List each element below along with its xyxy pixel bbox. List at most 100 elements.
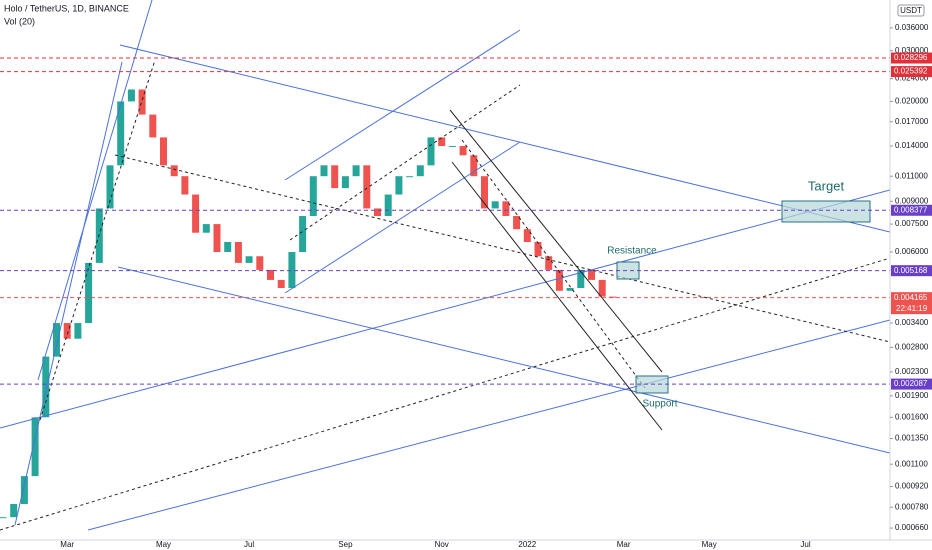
y-tick-label: 0.000920	[895, 482, 929, 491]
dashed-line	[39, 59, 156, 421]
price-label-box	[891, 292, 932, 315]
trend-line	[119, 44, 891, 233]
trend-line	[451, 161, 663, 431]
chart-title: Holo / TetherUS, 1D, BINANCE	[4, 3, 129, 13]
x-tick-label: Mar	[617, 540, 631, 549]
trend-line	[14, 61, 123, 526]
y-tick-label: 0.003400	[895, 318, 929, 327]
candle	[277, 279, 285, 288]
candle	[395, 176, 403, 195]
price-label: 0.002087	[894, 379, 928, 388]
y-tick-label: 0.002800	[895, 342, 929, 351]
countdown: 22:41:19	[896, 304, 928, 313]
candle	[513, 216, 521, 230]
candle	[181, 176, 189, 195]
candle	[555, 269, 563, 291]
candle	[427, 137, 435, 166]
candle	[10, 504, 18, 518]
candle	[53, 323, 60, 357]
candle	[320, 165, 328, 177]
price-label: 0.008377	[894, 205, 928, 214]
candle	[577, 269, 585, 288]
trend-line	[37, 0, 153, 381]
annotation: Target	[808, 178, 845, 193]
candle	[42, 356, 50, 418]
y-tick-label: 0.009000	[895, 196, 929, 205]
candle	[288, 252, 296, 288]
candle	[127, 89, 135, 102]
candle	[256, 256, 264, 270]
candle	[523, 229, 531, 242]
price-label-box	[891, 66, 932, 78]
candle	[331, 165, 339, 189]
x-tick-label: Sep	[338, 540, 353, 549]
dashed-line	[0, 257, 891, 531]
candle	[106, 165, 114, 209]
price-label: 0.005168	[894, 266, 928, 275]
annotation: Resistance	[607, 246, 657, 257]
y-tick-label: 0.001600	[895, 412, 929, 421]
candle	[352, 165, 360, 177]
indicator-label: Vol (20)	[4, 16, 35, 26]
candle	[299, 216, 307, 253]
candle	[63, 323, 71, 339]
candle	[384, 194, 392, 217]
trend-line	[284, 141, 521, 294]
x-tick-label: Jul	[244, 540, 254, 549]
resistance-box	[616, 261, 640, 280]
candle	[609, 296, 617, 298]
price-label-box	[891, 378, 932, 390]
candle	[234, 241, 242, 263]
y-tick-label: 0.024000	[895, 74, 929, 83]
candle	[267, 269, 274, 280]
candle	[170, 165, 178, 177]
dashed-line	[289, 84, 521, 241]
candle	[202, 224, 210, 233]
x-tick-label: Nov	[435, 540, 449, 549]
x-tick-label: May	[156, 540, 171, 549]
candle	[20, 476, 28, 505]
candle	[459, 146, 467, 156]
candle	[160, 137, 167, 166]
candle	[245, 256, 253, 263]
currency-box	[897, 4, 925, 17]
candle	[149, 114, 157, 138]
candle	[481, 176, 488, 209]
y-tick-label: 0.014000	[895, 141, 929, 150]
y-tick-label: 0.036000	[895, 23, 929, 32]
candle	[0, 517, 7, 519]
y-tick-label: 0.000780	[895, 502, 929, 511]
trend-line	[449, 109, 663, 373]
candle	[85, 262, 93, 324]
candle	[598, 279, 606, 297]
y-tick-label: 0.007500	[895, 219, 929, 228]
candle	[438, 137, 446, 147]
y-tick-label: 0.017000	[895, 117, 929, 126]
target-box	[781, 200, 871, 223]
y-tick-label: 0.002300	[895, 367, 929, 376]
price-label: 0.028296	[894, 53, 928, 62]
candle	[117, 101, 125, 166]
y-tick-label: 0.030000	[895, 46, 929, 55]
candle	[491, 201, 499, 209]
y-tick-label: 0.006000	[895, 247, 929, 256]
candle	[534, 241, 542, 257]
candle	[74, 323, 82, 339]
price-label: 0.004165	[894, 293, 928, 302]
candle	[470, 155, 478, 177]
candle	[566, 287, 574, 291]
x-tick-label: May	[702, 540, 717, 549]
trend-line	[87, 319, 891, 531]
candle	[192, 194, 200, 233]
candle	[363, 165, 371, 209]
candle	[224, 241, 232, 253]
x-tick-label: Jul	[800, 540, 810, 549]
y-tick-label: 0.001100	[895, 459, 928, 468]
candle	[406, 176, 414, 178]
y-tick-label: 0.001900	[895, 391, 929, 400]
x-tick-label: 2022	[518, 540, 536, 549]
candle	[448, 146, 456, 148]
price-label-box	[891, 52, 932, 64]
candle	[138, 89, 146, 115]
